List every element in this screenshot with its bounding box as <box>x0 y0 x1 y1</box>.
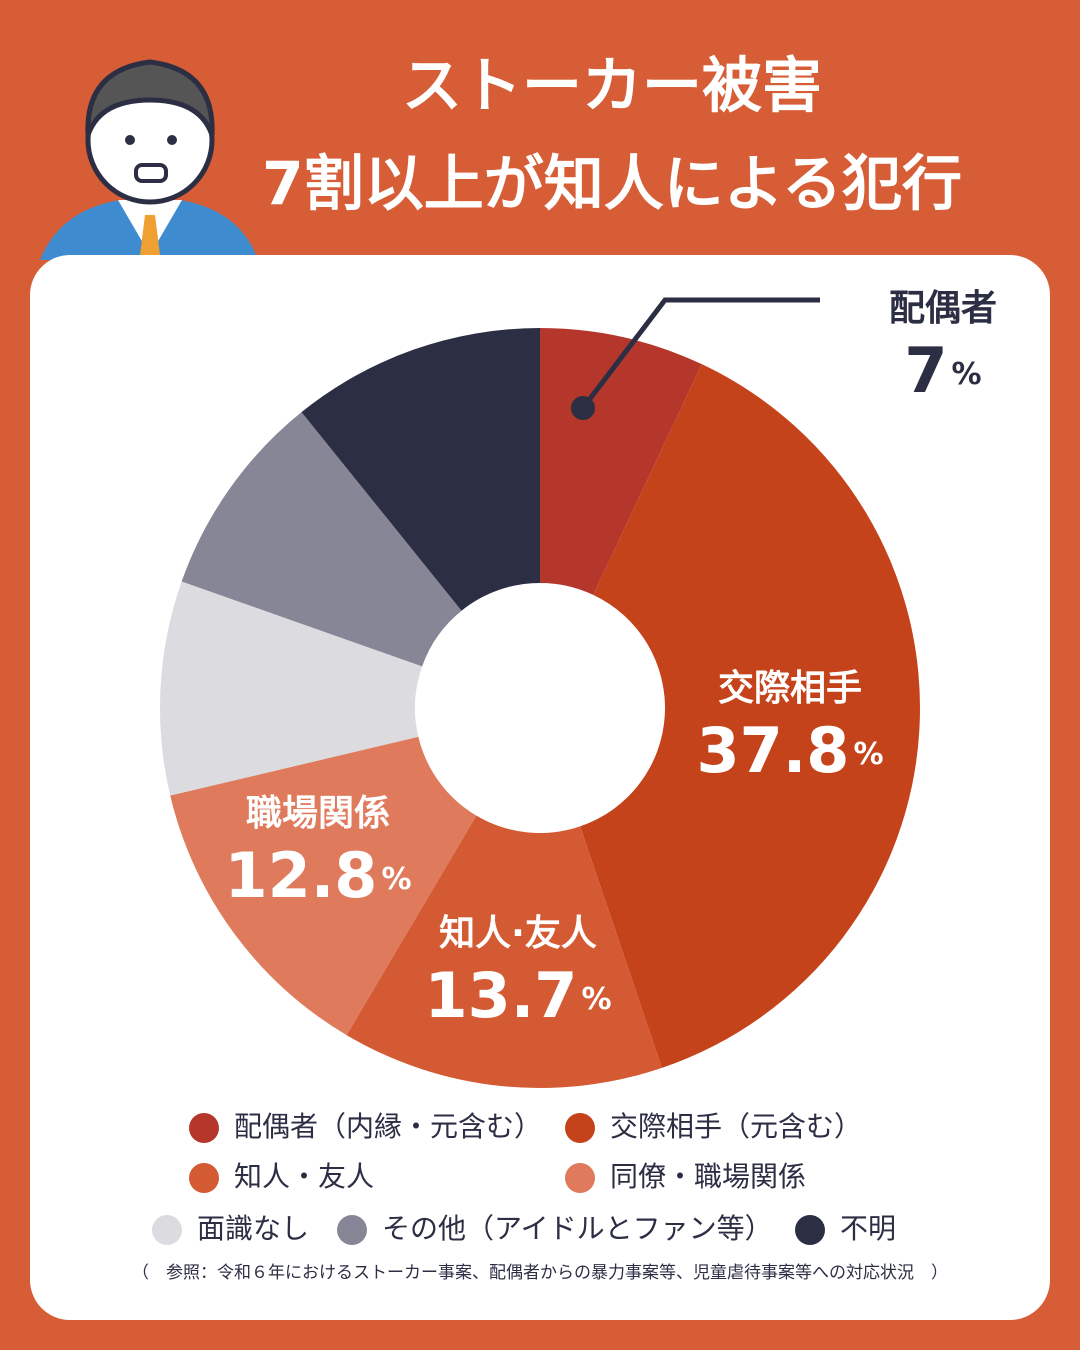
title-line: ストーカー被害 <box>402 52 822 122</box>
slice <box>181 412 462 667</box>
slice <box>580 364 920 1068</box>
legend-label: 交際相手（元含む） <box>610 1110 862 1143</box>
legend-swatch <box>152 1215 182 1245</box>
character <box>40 59 258 260</box>
slice-value: 37.8% <box>696 714 883 787</box>
value-unit: % <box>853 737 883 772</box>
slice-value: 7% <box>904 334 981 407</box>
value-unit: % <box>952 357 982 392</box>
slice <box>170 736 477 1036</box>
legend-label: 不明 <box>840 1212 896 1245</box>
callout-dot <box>571 396 595 420</box>
legend-label: 知人・友人 <box>234 1160 374 1193</box>
slice-label: 職場関係 <box>246 793 390 834</box>
legend-swatch <box>337 1215 367 1245</box>
value-unit: % <box>381 862 411 897</box>
slice-value: 13.7% <box>424 959 611 1032</box>
donut-chart: 配偶者 7 % 交際相手 37.8 % 知人·友人 13.7 % 職場関係 12.8 % 配偶者（内縁・… <box>152 288 997 1245</box>
slice-label: 配偶者 <box>889 288 997 329</box>
slice-value: 12.8% <box>224 839 411 912</box>
slice <box>540 328 702 595</box>
legend-swatch <box>189 1113 219 1143</box>
legend-label: 配偶者（内縁・元含む） <box>234 1110 542 1143</box>
source-note: （ 参照：令和６年におけるストーカー事案、配偶者からの暴力事案等、児童虐待事案等… <box>132 1263 948 1283</box>
legend-label: 同僚・職場関係 <box>610 1160 806 1193</box>
slice <box>160 581 423 796</box>
slice <box>346 815 662 1088</box>
value-number: 7 <box>904 334 947 407</box>
value-number: 37.8 <box>696 714 849 787</box>
legend-swatch <box>189 1163 219 1193</box>
slice-label: 交際相手 <box>718 667 862 709</box>
slice-label: 知人·友人 <box>439 913 597 954</box>
value-unit: % <box>581 982 611 1017</box>
callout-line <box>581 297 820 410</box>
slice <box>301 328 540 611</box>
legend-swatch <box>565 1163 595 1193</box>
legend-label: その他（アイドルとファン等） <box>382 1212 773 1245</box>
value-number: 12.8 <box>224 839 377 912</box>
legend-swatch <box>565 1113 595 1143</box>
legend-swatch <box>795 1215 825 1245</box>
title-line: 7割以上が知人による犯行 <box>262 150 962 220</box>
value-number: 13.7 <box>424 959 577 1032</box>
legend-label: 面識なし <box>197 1212 309 1245</box>
